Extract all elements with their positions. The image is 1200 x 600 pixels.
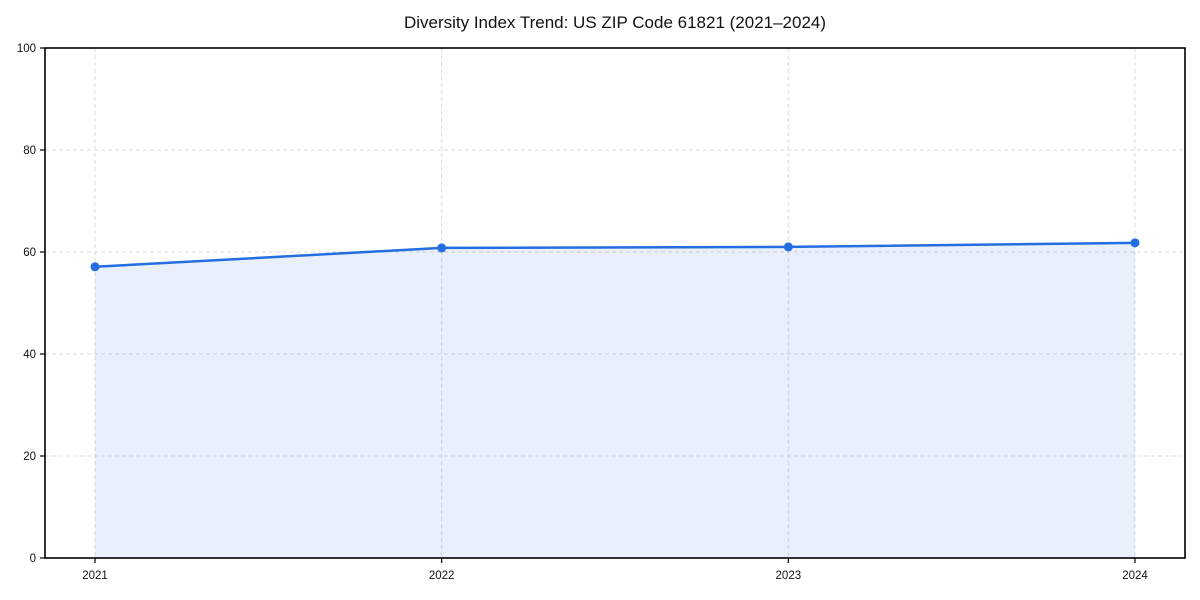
x-tick-label: 2023 (776, 570, 802, 582)
plot-border (44, 47, 1186, 559)
data-point (437, 243, 447, 253)
x-tick-label: 2021 (82, 570, 108, 582)
data-point (1130, 238, 1140, 248)
area-fill (95, 242, 1135, 558)
trend-line (93, 241, 1137, 269)
x-tick-label: 2024 (1122, 570, 1148, 582)
chart-title: Diversity Index Trend: US ZIP Code 61821… (403, 13, 827, 32)
y-tick-label: 100 (17, 43, 36, 55)
y-tick-label: 0 (30, 553, 36, 565)
y-tick-label: 60 (23, 247, 36, 259)
y-tick-label: 40 (23, 349, 36, 361)
y-tick-label: 80 (23, 145, 36, 157)
x-tick-label: 2022 (429, 570, 455, 582)
data-point (90, 262, 100, 272)
y-tick-label: 20 (23, 451, 36, 463)
data-point (783, 242, 793, 252)
